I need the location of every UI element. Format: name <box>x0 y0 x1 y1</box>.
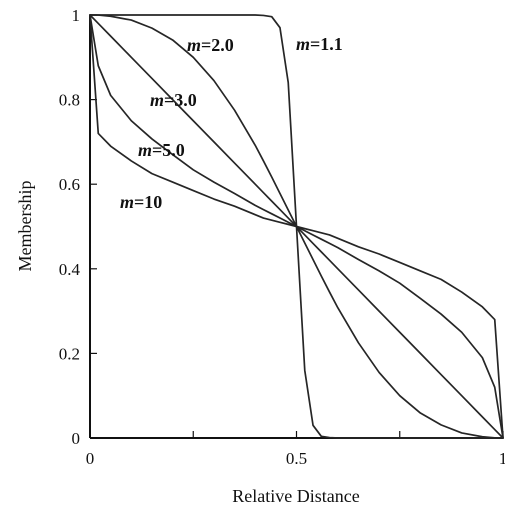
y-tick-label: 0 <box>72 429 81 448</box>
x-tick-label: 0.5 <box>286 449 307 468</box>
series-label-m-3-0: m=3.0 <box>150 90 197 110</box>
series-line-m-10 <box>89 14 504 439</box>
series-label-m-10: m=10 <box>120 192 162 212</box>
x-axis-title: Relative Distance <box>232 486 359 506</box>
y-tick-label: 0.6 <box>59 175 80 194</box>
y-tick-label: 1 <box>72 6 81 25</box>
y-tick-label: 0.2 <box>59 344 80 363</box>
y-axis-title: Membership <box>15 181 35 272</box>
series-label-m-2-0: m=2.0 <box>187 35 234 55</box>
y-tick-label: 0.4 <box>59 260 81 279</box>
x-ticks: 0 0.5 1 <box>86 431 505 468</box>
x-tick-label: 1 <box>499 449 505 468</box>
series-layer <box>89 14 504 439</box>
y-tick-label: 0.8 <box>59 91 80 110</box>
series-labels: m=1.1 m=2.0 m=3.0 m=5.0 m=10 <box>120 34 343 212</box>
y-ticks: 0 0.2 0.4 0.6 0.8 1 <box>59 6 97 448</box>
series-label-m-5-0: m=5.0 <box>138 140 185 160</box>
series-label-m-1-1: m=1.1 <box>296 34 343 54</box>
x-tick-label: 0 <box>86 449 95 468</box>
